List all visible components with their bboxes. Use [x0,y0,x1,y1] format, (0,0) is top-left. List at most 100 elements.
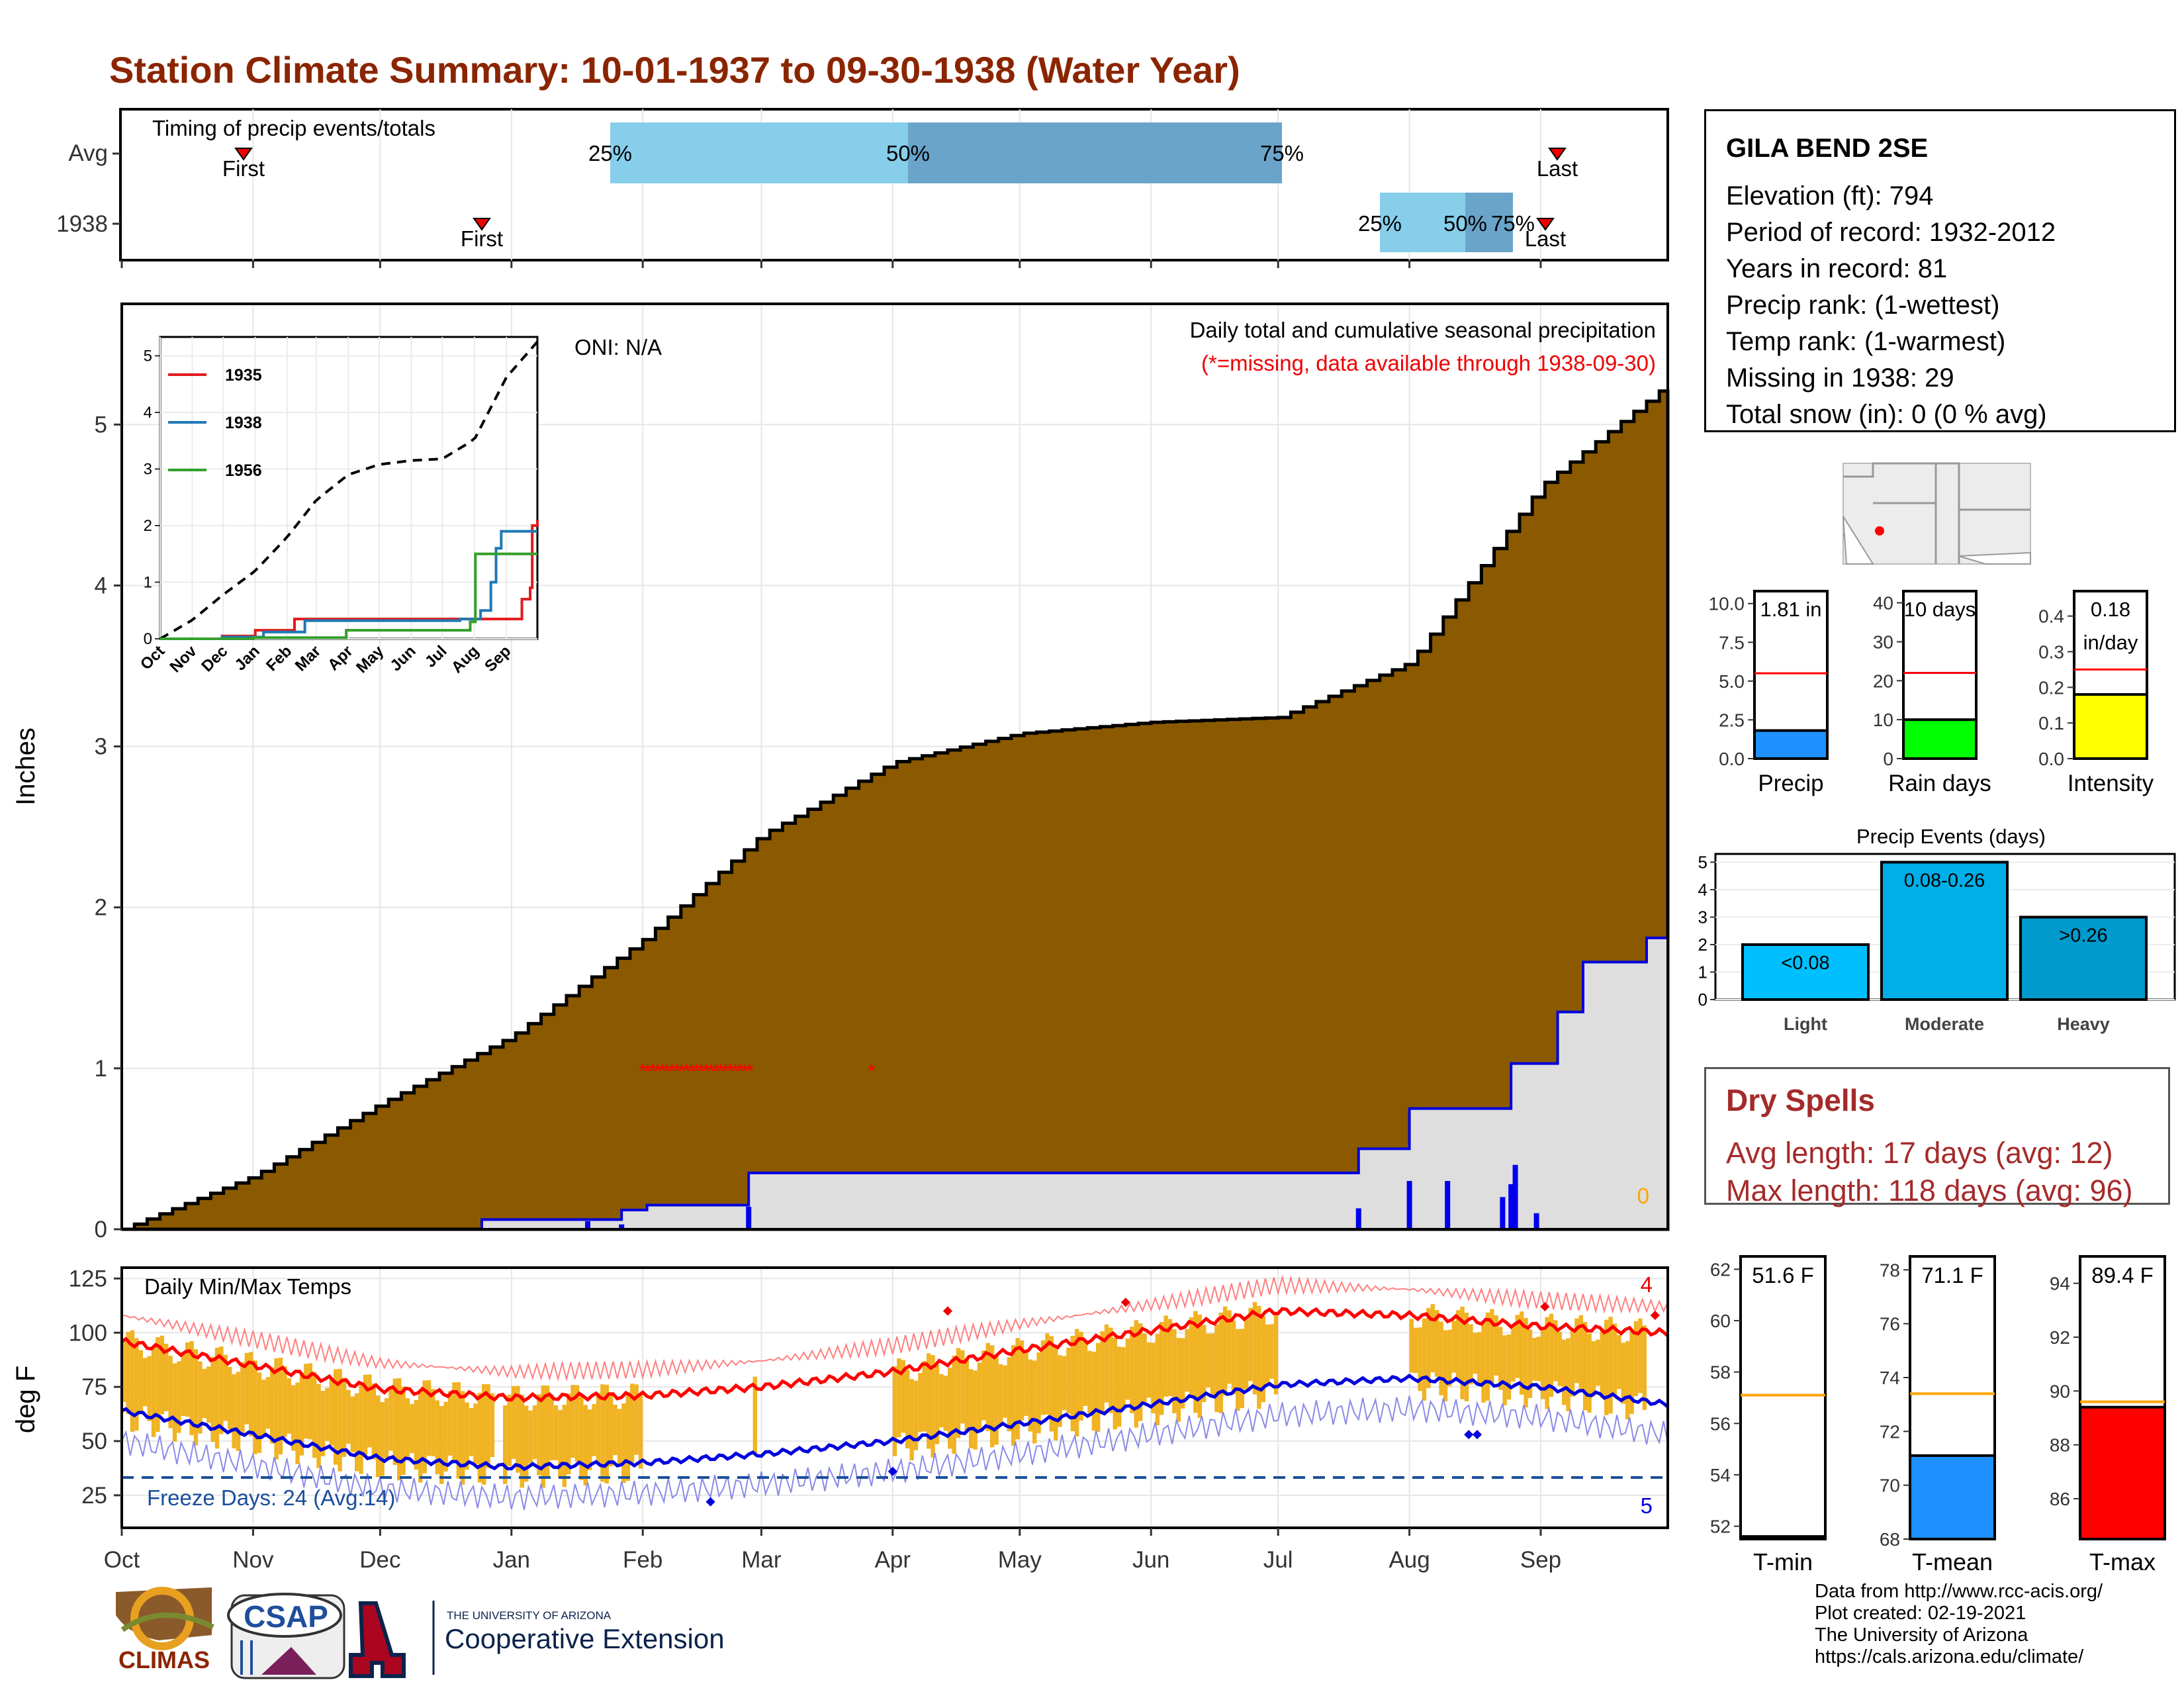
avg-75-label: 75% [1260,141,1304,165]
temp-y-tick: 25 [81,1483,107,1509]
temp-bar [1587,1333,1592,1413]
temp-bar [943,1376,948,1431]
climas-logo: CLIMAS [116,1587,214,1673]
gauge-tick: 7.5 [1719,632,1745,653]
station-precip-rank: Precip rank: (1-wettest) [1726,291,2000,320]
temp-bar [897,1358,901,1438]
temp-bar [1160,1322,1164,1415]
temp-bar [261,1380,266,1436]
temp-bar [1189,1317,1194,1395]
missing-marker: * [868,1060,876,1082]
temp-bar [164,1343,169,1411]
temp-bar [630,1383,635,1463]
gauge-tick: 2.5 [1719,710,1745,730]
temp-bar [443,1401,448,1472]
temp-bar [1236,1329,1240,1411]
ua-big-text: Cooperative Extension [445,1623,725,1654]
temp-bar [1172,1329,1177,1413]
row-label-avg: Avg [68,140,108,166]
temp-bar [1426,1307,1431,1389]
temp-bar [1545,1317,1549,1409]
temp-bar [1638,1318,1643,1393]
temp-bar [367,1374,372,1448]
avg-min-line [121,1373,1669,1472]
avg-25-label: 25% [588,141,632,165]
temp-bar [994,1354,999,1445]
temp-bar [210,1356,215,1442]
missing-marker: * [698,1060,705,1082]
temp-bar [1146,1342,1152,1398]
missing-marker: * [659,1060,666,1082]
events-y-tick: 5 [1698,852,1707,872]
missing-marker: * [721,1060,729,1082]
temp-bar [1130,1327,1134,1413]
temp-bar [1121,1347,1126,1408]
temp-bar [1015,1338,1020,1440]
precip-y-tick: 5 [95,412,107,438]
temp-bar [1481,1323,1486,1403]
tgauge-tick: 68 [1880,1529,1900,1550]
tgauge-value-text: 89.4 F [2091,1263,2154,1288]
temp-ylabel: deg F [11,1366,40,1433]
timing-label: Timing of precip events/totals [152,116,435,140]
temp-bar [625,1392,630,1481]
temp-bar [1596,1339,1600,1386]
temp-bar [1091,1351,1096,1431]
temp-bar [232,1374,236,1448]
temp-bar [359,1383,363,1474]
temp-bar [1028,1359,1032,1432]
missing-marker: * [717,1060,725,1082]
temp-bar [1163,1315,1168,1397]
temp-bar [1036,1352,1041,1434]
temp-bar [752,1376,757,1454]
temp-bar [1054,1346,1058,1440]
temp-bar [274,1358,279,1460]
temp-bar [1151,1342,1156,1414]
events-bar-label: >0.26 [2059,925,2107,946]
tgauge-tick: 94 [2050,1274,2070,1294]
temp-bar [452,1382,457,1460]
tgauge-tick: 56 [1710,1413,1731,1434]
freeze-days-label: Freeze Days: 24 (Avg:14) [147,1485,395,1510]
temp-bar [1155,1334,1160,1425]
temp-bar [236,1372,241,1451]
temp-bar [461,1391,465,1485]
temp-bar [503,1405,508,1484]
temp-bar [511,1385,516,1459]
events-bar [2019,915,2148,1001]
month-tick-label: Feb [623,1547,662,1573]
gauge-tick: 10 [1873,710,1893,730]
temp-bar [922,1360,927,1432]
daily-precip-bar [746,1206,752,1229]
gauge-value-unit: in/day [2083,631,2138,654]
temp-bar [1460,1306,1465,1399]
gauge-value-bar [1902,718,1978,761]
temp-bar [456,1382,461,1479]
station-name: GILA BEND 2SE [1726,134,1929,163]
dry-spells-max: Max length: 118 days (avg: 96) [1726,1174,2133,1207]
temp-bar [1591,1341,1596,1397]
temp-bar [1079,1331,1083,1421]
temp-bar [1617,1335,1621,1389]
temp-bar [249,1352,253,1436]
temp-bar [1210,1333,1215,1395]
gauge-value-bar [1753,729,1829,761]
csap-logo: CSAP [227,1593,345,1679]
precip-y-tick: 0 [95,1217,107,1243]
temp-bar [1083,1342,1088,1406]
logos: CLIMAS CSAP THE UNIVERSITY OF ARIZONA Co… [116,1587,725,1679]
missing-marker: * [712,1060,720,1082]
temp-bar [567,1393,571,1475]
temp-bar [388,1387,393,1451]
tgauge-tick: 86 [2050,1489,2070,1509]
temp-bar [1032,1360,1037,1444]
temp-bar [130,1330,135,1432]
temp-bar [270,1367,275,1444]
daily-precip-bar [1512,1164,1518,1229]
temp-bar [422,1380,427,1474]
station-missing: Missing in 1938: 29 [1726,363,1954,393]
temp-bar [1439,1321,1443,1395]
month-tick-label: Aug [1388,1547,1430,1573]
missing-marker: * [649,1060,657,1082]
temp-bar [617,1409,622,1466]
